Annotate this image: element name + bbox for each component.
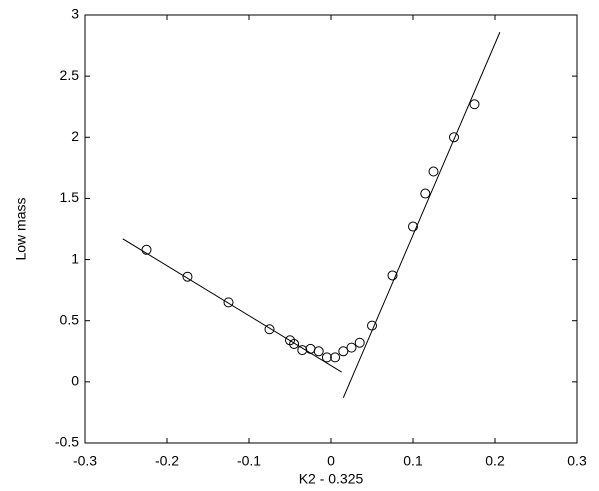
x-tick-label: -0.3 <box>73 453 97 469</box>
y-tick-label: 0.5 <box>60 311 80 327</box>
data-point <box>321 352 332 363</box>
data-point <box>305 343 316 354</box>
x-tick-label: 0.2 <box>485 453 505 469</box>
data-point <box>469 99 480 110</box>
data-point <box>338 346 349 357</box>
x-tick-label: 0.1 <box>403 453 423 469</box>
data-point <box>387 270 398 281</box>
y-tick-label: 2.5 <box>60 67 80 83</box>
data-point <box>223 297 234 308</box>
y-tick-label: 0 <box>71 373 79 389</box>
x-axis-label: K2 - 0.325 <box>299 471 364 487</box>
x-tick-label: -0.2 <box>155 453 179 469</box>
y-tick-label: 1.5 <box>60 189 80 205</box>
data-point <box>449 132 459 143</box>
plot-frame <box>84 14 578 444</box>
fit-line <box>342 31 501 398</box>
y-tick-label: 1 <box>71 250 79 266</box>
data-point <box>330 352 341 363</box>
data-point <box>297 345 308 356</box>
data-point <box>354 337 365 348</box>
data-point <box>313 346 324 357</box>
data-point <box>264 324 275 335</box>
y-tick-label: 2 <box>71 128 79 144</box>
data-point <box>346 342 357 353</box>
data-point <box>428 166 439 177</box>
x-tick-label: 0.3 <box>567 453 587 469</box>
y-axis-label: Low mass <box>13 197 29 260</box>
data-point <box>408 221 418 232</box>
data-point <box>141 244 152 255</box>
y-tick-label: -0.5 <box>55 434 79 450</box>
data-point <box>289 338 300 349</box>
y-tick-label: 3 <box>71 6 79 22</box>
data-point <box>182 271 193 282</box>
data-point <box>367 320 377 331</box>
x-tick-label: -0.1 <box>237 453 261 469</box>
data-point <box>420 188 431 199</box>
x-tick-label: 0 <box>327 453 335 469</box>
